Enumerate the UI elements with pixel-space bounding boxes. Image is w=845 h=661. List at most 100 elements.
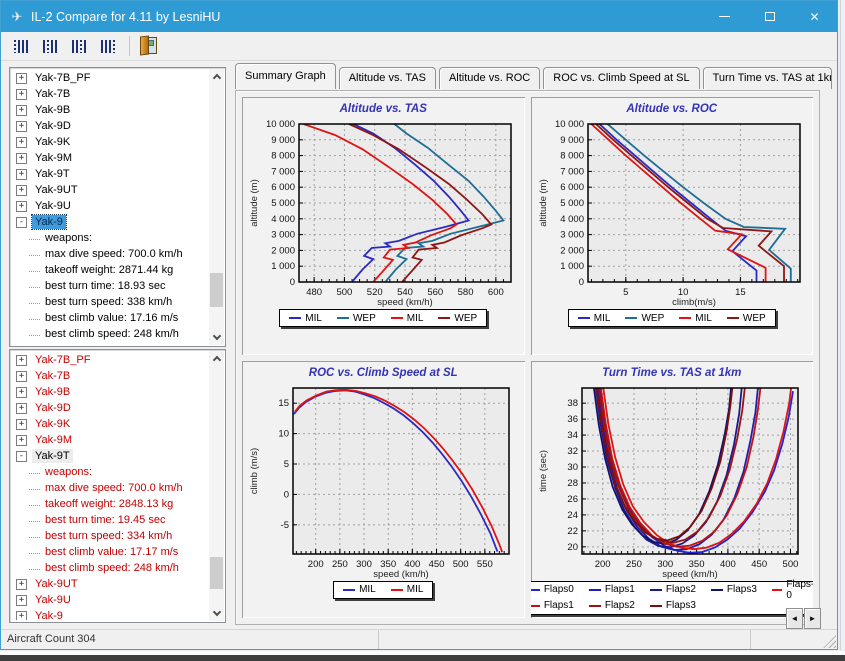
tree-detail-row[interactable]: takeoff weight: 2871.44 kg	[12, 262, 208, 278]
expand-plus-icon[interactable]: +	[16, 386, 27, 398]
graph-layout-2-icon[interactable]	[36, 34, 63, 58]
svg-text:8 000: 8 000	[560, 151, 584, 162]
graph-layout-4-icon[interactable]	[94, 34, 121, 58]
legend-item-flaps2: Flaps2	[649, 584, 696, 595]
tree-item-label: Yak-9D	[35, 120, 71, 132]
tab-roc-vs-climb-speed-at-sl[interactable]: ROC vs. Climb Speed at SL	[543, 67, 700, 89]
maximize-button[interactable]	[747, 1, 792, 32]
graph-layout-1-icon[interactable]	[7, 34, 34, 58]
expand-plus-icon[interactable]: +	[16, 578, 27, 590]
scroll-up-icon[interactable]	[209, 69, 224, 84]
tree-aircraft-row[interactable]: + Yak-9D	[12, 400, 208, 416]
tree-aircraft-row[interactable]: + Yak-9T	[12, 166, 208, 182]
tree-detail-row[interactable]: takeoff weight: 2848.13 kg	[12, 496, 208, 512]
exit-door-icon[interactable]	[136, 34, 164, 58]
tree-item-label: Yak-9UT	[35, 578, 78, 590]
legend-item-wep: WEP	[438, 313, 477, 324]
tree-aircraft-row[interactable]: + Yak-9K	[12, 134, 208, 150]
scroll-down-icon[interactable]	[209, 330, 224, 345]
tree-detail-row[interactable]: best turn time: 19.45 sec	[12, 512, 208, 528]
tab-scroll-left-button[interactable]: ◄	[786, 608, 803, 629]
expand-plus-icon[interactable]: +	[16, 136, 27, 148]
resize-grip[interactable]	[823, 635, 836, 648]
svg-text:time (sec): time (sec)	[538, 450, 549, 492]
tab-turn-time-vs-tas-at-1km[interactable]: Turn Time vs. TAS at 1km	[702, 67, 832, 89]
tree-secondary-rows: + Yak-7B_PF + Yak-7B + Yak-9B + Yak-9D + Yak-9K + Y…	[12, 352, 208, 620]
collapse-minus-icon[interactable]: -	[16, 450, 27, 462]
tree-aircraft-row[interactable]: + Yak-7B	[12, 86, 208, 102]
tree-detail-row[interactable]: weapons:	[12, 464, 208, 480]
collapse-minus-icon[interactable]: -	[16, 216, 27, 228]
expand-plus-icon[interactable]: +	[16, 418, 27, 430]
tree-detail-row[interactable]: max dive speed: 700.0 km/h	[12, 246, 208, 262]
legend-item-wep: WEP	[726, 313, 766, 324]
tree-aircraft-row[interactable]: + Yak-9	[12, 608, 208, 620]
legend-line-swatch	[710, 588, 723, 591]
tree-aircraft-row[interactable]: + Yak-9B	[12, 102, 208, 118]
tree-aircraft-row[interactable]: - Yak-9T	[12, 448, 208, 464]
tree-aircraft-row[interactable]: + Yak-7B_PF	[12, 352, 208, 368]
tree-aircraft-row[interactable]: + Yak-9UT	[12, 576, 208, 592]
minimize-button[interactable]	[702, 1, 747, 32]
expand-plus-icon[interactable]: +	[16, 434, 27, 446]
scroll-up-icon[interactable]	[209, 351, 224, 366]
tree-detail-row[interactable]: max dive speed: 700.0 km/h	[12, 480, 208, 496]
tab-scroll-right-button[interactable]: ►	[804, 608, 821, 629]
close-button[interactable]: ✕	[792, 1, 837, 32]
legend-line-swatch	[588, 588, 601, 591]
expand-plus-icon[interactable]: +	[16, 610, 27, 620]
expand-plus-icon[interactable]: +	[16, 72, 27, 84]
tree-item-label: Yak-9D	[35, 402, 71, 414]
tree-secondary-scrollbar[interactable]	[209, 351, 224, 621]
tree-primary-scrollbar[interactable]	[209, 69, 224, 345]
tree-detail-row[interactable]: best climb value: 17.17 m/s	[12, 544, 208, 560]
tree-aircraft-row[interactable]: + Yak-9M	[12, 432, 208, 448]
svg-text:400: 400	[720, 559, 736, 570]
expand-plus-icon[interactable]: +	[16, 120, 27, 132]
tree-aircraft-row[interactable]: + Yak-9U	[12, 198, 208, 214]
tree-aircraft-row[interactable]: + Yak-9D	[12, 118, 208, 134]
expand-plus-icon[interactable]: +	[16, 594, 27, 606]
expand-plus-icon[interactable]: +	[16, 88, 27, 100]
scrollbar-thumb[interactable]	[210, 273, 223, 307]
expand-plus-icon[interactable]: +	[16, 152, 27, 164]
tree-detail-row[interactable]: best turn speed: 334 km/h	[12, 528, 208, 544]
scroll-down-icon[interactable]	[209, 606, 224, 621]
svg-text:300: 300	[356, 559, 372, 570]
tab-altitude-vs-tas[interactable]: Altitude vs. TAS	[338, 67, 436, 89]
graph-layout-3-icon[interactable]	[65, 34, 92, 58]
tree-aircraft-row[interactable]: - Yak-9	[12, 214, 208, 230]
tree-aircraft-row[interactable]: + Yak-9M	[12, 150, 208, 166]
tree-item-label: Yak-9T	[35, 168, 70, 180]
tree-aircraft-row[interactable]: + Yak-7B	[12, 368, 208, 384]
tree-aircraft-row[interactable]: + Yak-9K	[12, 416, 208, 432]
tab-altitude-vs-roc[interactable]: Altitude vs. ROC	[438, 67, 541, 89]
tree-aircraft-row[interactable]: + Yak-9B	[12, 384, 208, 400]
chart-card-altitude-vs-roc: Altitude vs. ROC 5 10 15 0 1 000 2 000 3 000 4 0…	[530, 97, 813, 355]
scrollbar-thumb[interactable]	[210, 557, 223, 589]
summary-graph-group: Altitude vs. TAS 480 500 520 540 560 580 600 0 1 …	[235, 90, 820, 625]
tree-detail-row[interactable]: best climb speed: 248 km/h	[12, 560, 208, 576]
svg-text:500: 500	[453, 559, 469, 570]
tree-detail-row[interactable]: best climb value: 17.16 m/s	[12, 310, 208, 326]
expand-plus-icon[interactable]: +	[16, 104, 27, 116]
tree-detail-row[interactable]: best climb speed: 248 km/h	[12, 326, 208, 342]
expand-plus-icon[interactable]: +	[16, 370, 27, 382]
expand-plus-icon[interactable]: +	[16, 200, 27, 212]
svg-text:550: 550	[477, 559, 493, 570]
tree-item-label: Yak-9B	[35, 104, 71, 116]
svg-text:5: 5	[284, 459, 289, 470]
expand-plus-icon[interactable]: +	[16, 354, 27, 366]
expand-plus-icon[interactable]: +	[16, 168, 27, 180]
svg-text:9 000: 9 000	[271, 135, 295, 146]
expand-plus-icon[interactable]: +	[16, 402, 27, 414]
tree-aircraft-row[interactable]: + Yak-7B_PF	[12, 70, 208, 86]
expand-plus-icon[interactable]: +	[16, 184, 27, 196]
tab-summary-graph[interactable]: Summary Graph	[235, 63, 336, 89]
legend-item-mil: MIL	[343, 584, 376, 595]
tree-detail-row[interactable]: best turn time: 18.93 sec	[12, 278, 208, 294]
tree-aircraft-row[interactable]: + Yak-9U	[12, 592, 208, 608]
tree-detail-row[interactable]: weapons:	[12, 230, 208, 246]
tree-detail-row[interactable]: best turn speed: 338 km/h	[12, 294, 208, 310]
tree-aircraft-row[interactable]: + Yak-9UT	[12, 182, 208, 198]
